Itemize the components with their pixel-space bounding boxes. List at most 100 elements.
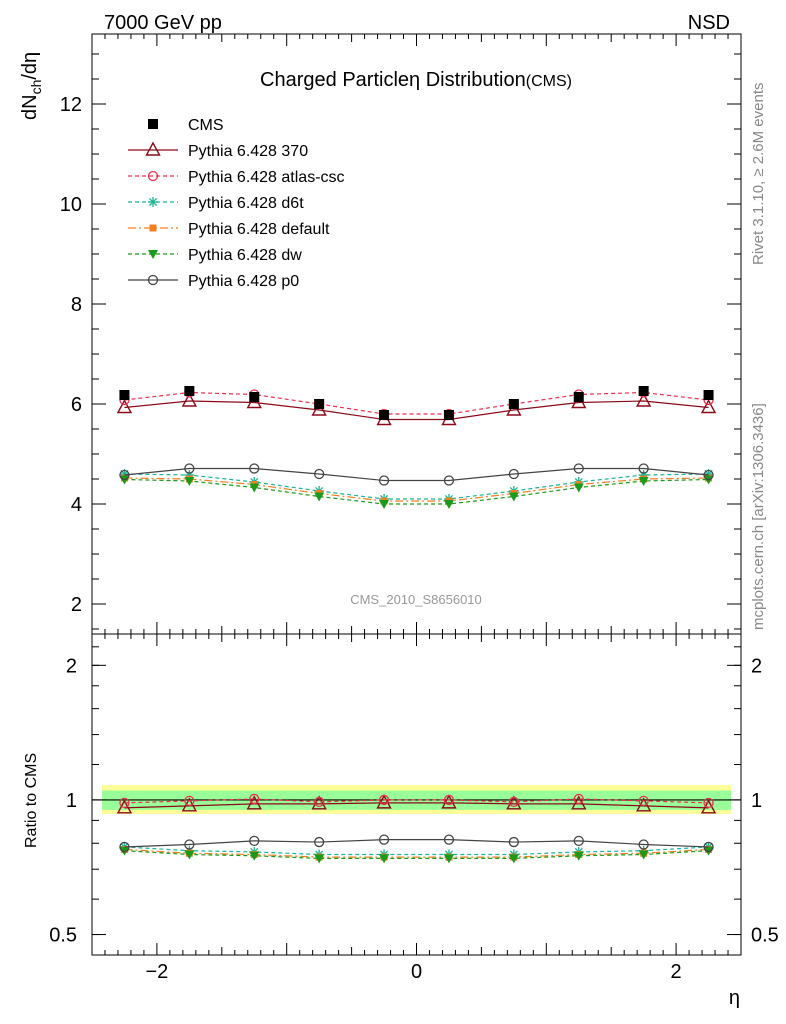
ratio-series-5-point-6 <box>508 836 519 848</box>
legend-entry-5: Pythia 6.428 dw <box>128 247 302 264</box>
main-series-line-2 <box>124 391 709 415</box>
legend-entry-1: Pythia 6.428 370 <box>128 141 308 160</box>
main-series-6-point-6 <box>508 468 519 480</box>
legend-marker-0 <box>148 119 158 129</box>
main-series-5-point-8 <box>638 477 649 486</box>
legend-marker-4 <box>149 224 157 232</box>
ratio-ytick-label-right: 0.5 <box>751 925 779 947</box>
main-series-0-point-7 <box>573 392 584 402</box>
chart-title: Charged Particleη Distribution(CMS) <box>260 69 572 91</box>
main-plot-panel: 2 4 6 8 10 12 dNch/dη Charged Particleη Distrib… <box>19 33 742 635</box>
main-series-line-6 <box>124 467 709 482</box>
legend-label-4: Pythia 6.428 default <box>188 221 330 238</box>
ratio-series-1-point-0 <box>119 797 130 809</box>
ratio-series-line-3 <box>124 848 709 858</box>
ratio-series-5-point-4 <box>378 834 390 845</box>
ratio-series-4-point-3 <box>314 854 325 864</box>
legend-label-0: CMS <box>188 117 224 134</box>
main-series-0-point-0 <box>119 390 130 400</box>
main-series-6-point-8 <box>638 463 649 474</box>
ratio-series-5-point-9 <box>703 841 714 853</box>
ratio-series-5-point-0 <box>119 841 130 853</box>
ratio-series-line-5 <box>124 839 709 848</box>
main-series-5-point-5 <box>443 500 454 509</box>
main-ytick-label: 4 <box>71 494 82 516</box>
main-ytick-label: 12 <box>60 94 82 116</box>
ratio-series-5-point-8 <box>638 839 649 850</box>
main-series-1-point-0 <box>116 399 133 414</box>
main-series-5-point-7 <box>573 483 584 493</box>
ratio-xtick-label: 0 <box>411 961 422 983</box>
main-series-1-point-1 <box>181 392 198 407</box>
ratio-series-line-4 <box>124 850 709 860</box>
main-ytick-label: 8 <box>71 294 82 316</box>
legend-entry-0: CMS <box>148 117 224 134</box>
ratio-series-1-point-5 <box>443 794 455 806</box>
main-series-5-point-6 <box>508 492 519 502</box>
legend-label-5: Pythia 6.428 dw <box>188 247 302 264</box>
main-series-line-4 <box>124 477 709 502</box>
ratio-series-4-point-5 <box>443 854 454 864</box>
ratio-series-1-point-2 <box>249 793 260 805</box>
ratio-series-1-point-8 <box>638 795 649 807</box>
main-series-6-point-2 <box>249 463 260 474</box>
main-series-0-point-6 <box>508 399 519 409</box>
legend-label-3: Pythia 6.428 d6t <box>188 195 304 212</box>
ratio-series-4-point-8 <box>638 850 649 860</box>
ratio-series-line-0 <box>124 802 709 809</box>
main-ylabel: dNch/dη <box>19 52 44 120</box>
main-series-0-point-4 <box>379 410 390 420</box>
legend-entry-4: Pythia 6.428 default <box>128 221 330 238</box>
mcplots-label: mcplots.cern.ch [arXiv:1306.3436] <box>750 403 767 630</box>
ratio-ytick-label-right: 1 <box>751 790 762 812</box>
ratio-series-4-point-2 <box>249 851 260 861</box>
ratio-series-4-point-4 <box>379 854 390 864</box>
main-series-6-point-5 <box>443 475 455 486</box>
ratio-ytick-label-left: 2 <box>66 655 77 677</box>
main-series-line-5 <box>124 478 709 505</box>
main-series-1-point-9 <box>700 399 717 414</box>
main-series-6-point-7 <box>573 463 584 474</box>
main-series-5-point-2 <box>249 483 260 493</box>
legend-label-6: Pythia 6.428 p0 <box>188 273 299 290</box>
rivet-version-label: Rivet 3.1.10, ≥ 2.6M events <box>750 83 767 266</box>
ratio-series-1-point-9 <box>703 797 714 809</box>
ratio-series-1-point-7 <box>573 793 584 805</box>
ratio-series-5-point-5 <box>443 834 455 845</box>
ratio-series-1-point-6 <box>508 796 519 808</box>
legend-entry-6: Pythia 6.428 p0 <box>128 273 299 290</box>
main-series-6-point-3 <box>313 468 325 480</box>
main-series-5-point-3 <box>314 492 325 502</box>
legend-label-2: Pythia 6.428 atlas-csc <box>188 169 345 186</box>
ratio-series-1-point-4 <box>378 794 390 806</box>
ratio-xtick-label: 2 <box>671 961 682 983</box>
main-series-0-point-1 <box>184 386 195 396</box>
main-ytick-label: 10 <box>60 194 82 216</box>
ratio-series-0-point-5 <box>441 794 457 809</box>
main-ytick-label: 2 <box>71 594 82 616</box>
legend-label-1: Pythia 6.428 370 <box>188 143 308 160</box>
legend-marker-1 <box>145 141 161 156</box>
ratio-series-5-point-1 <box>184 839 195 850</box>
ratio-series-0-point-6 <box>506 795 522 810</box>
header-left-label: 7000 GeV pp <box>104 12 222 34</box>
analysis-watermark: CMS_2010_S8656010 <box>350 592 482 607</box>
main-series-0-point-3 <box>314 399 325 409</box>
main-series-0-point-8 <box>638 386 649 396</box>
legend-marker-3 <box>148 197 158 207</box>
main-series-5-point-1 <box>184 477 195 486</box>
ratio-ylabel: Ratio to CMS <box>23 753 40 848</box>
main-series-6-point-4 <box>378 475 390 486</box>
ratio-series-4-point-1 <box>184 850 195 860</box>
header-right-label: NSD <box>688 12 730 34</box>
legend-marker-6 <box>147 274 159 286</box>
legend-entry-2: Pythia 6.428 atlas-csc <box>128 169 345 186</box>
ratio-series-5-point-3 <box>313 836 325 848</box>
main-series-6-point-1 <box>184 463 195 474</box>
main-series-line-3 <box>124 473 709 500</box>
legend-marker-2 <box>147 170 159 182</box>
main-series-5-point-4 <box>379 500 390 509</box>
ratio-plot-panel: 0.5 0.5 1 1 2 2 −2 0 2 Ratio to CMS η <box>23 633 779 1009</box>
main-series-0-point-9 <box>703 390 714 400</box>
ratio-series-5-point-7 <box>573 835 584 847</box>
